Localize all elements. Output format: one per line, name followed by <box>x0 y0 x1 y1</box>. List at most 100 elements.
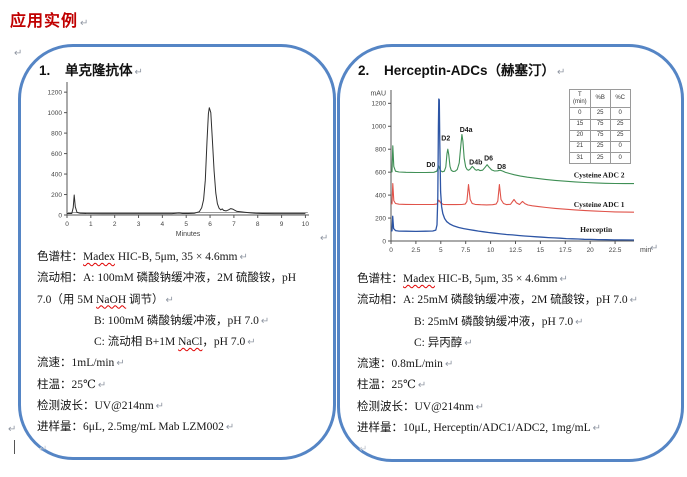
y-tick-label: 1200 <box>372 101 387 108</box>
gradient-table-header-cell: %B <box>589 88 611 109</box>
gradient-table-header-row: T (min) %B %C <box>569 88 631 109</box>
spec-text: 进样量：10μL, Herceptin/ADC1/ADC2, 1mg/mL <box>357 422 591 435</box>
x-tick-label: 0 <box>65 221 69 228</box>
gradient-table-cell: 21 <box>569 140 591 154</box>
spec-line: 流速：0.8mL/min ↵ <box>357 354 675 375</box>
y-tick-label: 1000 <box>48 110 63 117</box>
chromatogram-mab-chart: 0 200 400 600 800 1000 1200 0 1 2 3 4 5 6 7 8 9 10 Minutes <box>48 82 309 238</box>
paragraph-mark-icon: ↵ <box>475 401 485 413</box>
y-axis-label: mAU <box>370 90 386 97</box>
x-tick-label: 2.5 <box>411 247 420 254</box>
page-title: 应用实例 ↵ <box>10 7 89 31</box>
gradient-table-cell: 75 <box>589 118 611 131</box>
spec-text: B: 100mM 磷酸钠缓冲液，pH 7.0 <box>94 314 259 327</box>
gradient-table-cell: 25 <box>609 129 631 142</box>
paragraph-mark-icon: ↵ <box>14 48 23 59</box>
spec-line: B: 25mM 磷酸钠缓冲液，pH 7.0 ↵ <box>357 312 675 333</box>
paragraph-mark-icon: ↵ <box>39 443 48 455</box>
x-tick-label: 0 <box>389 247 393 254</box>
spec-text: 柱温：25℃ <box>357 379 416 392</box>
spec-line: 进样量：6μL, 2.5mg/mL Mab LZM002 ↵ <box>37 417 327 438</box>
paragraph-mark-icon: ↵ <box>134 67 143 78</box>
paragraph-mark-icon: ↵ <box>592 423 601 435</box>
trace-label: Cysteine ADC 2 <box>574 170 625 179</box>
spec-line: ↵ <box>37 439 327 460</box>
gradient-table-row: 21 25 0 <box>569 140 631 154</box>
misspelled-word: NaCl <box>178 336 203 349</box>
x-tick-label: 8 <box>256 221 260 228</box>
y-tick-label: 0 <box>382 238 386 245</box>
spec-line: B: 100mM 磷酸钠缓冲液，pH 7.0 ↵ <box>37 311 327 332</box>
spec-text: B: 25mM 磷酸钠缓冲液，pH 7.0 <box>414 315 574 328</box>
y-tick-label: 800 <box>375 147 386 154</box>
paragraph-mark-icon: ↵ <box>225 422 235 434</box>
spec-text: 流动相：A: 100mM 磷酸钠缓冲液，2M 硫酸铵，pH <box>37 272 297 285</box>
misspelled-word: Madex <box>83 251 115 263</box>
text-cursor <box>14 440 15 454</box>
paragraph-mark-icon: ↵ <box>464 337 473 349</box>
misspelled-word: Madex <box>403 273 435 285</box>
spec-text: 色谱柱： <box>357 273 403 285</box>
paragraph-mark-icon: ↵ <box>8 424 17 435</box>
gradient-table-cell: 25 <box>589 140 611 154</box>
paragraph-mark-icon: ↵ <box>97 379 107 391</box>
spec-text: 流速：1mL/min <box>37 357 115 370</box>
y-tick-label: 400 <box>375 192 386 199</box>
paragraph-mark-icon: ↵ <box>239 252 248 263</box>
x-axis-label: Minutes <box>176 231 201 238</box>
spec-text: HIC-B, 5μm, 35 × 4.6mm <box>434 273 558 285</box>
spec-text: 7.0（用 5M <box>37 293 97 306</box>
panel-2-specs: 色谱柱：Madex HIC-B, 5μm, 35 × 4.6mm ↵ 流动相：A: … <box>357 269 675 461</box>
x-tick-label: 6 <box>208 221 212 228</box>
page-title-text: 应用实例 <box>10 13 79 30</box>
gradient-table-cell: 0 <box>609 140 631 154</box>
x-tick-label: 20 <box>587 247 595 254</box>
gradient-table-header-cell: T (min) <box>569 88 591 109</box>
y-tick-label: 800 <box>51 130 62 137</box>
paragraph-mark-icon: ↵ <box>359 444 368 456</box>
spec-text: 检测波长：UV@214nm <box>37 400 154 413</box>
gradient-table-cell: 25 <box>589 152 611 165</box>
paragraph-mark-icon: ↵ <box>629 295 638 307</box>
x-tick-label: 22.5 <box>609 247 622 254</box>
y-tick-label: 200 <box>51 192 62 199</box>
spec-line: 检测波长：UV@214nm ↵ <box>37 396 327 417</box>
panel-2-title: Herceptin-ADCs（赫塞汀） <box>384 63 556 78</box>
x-tick-label: 9 <box>280 221 284 228</box>
spec-line: 色谱柱：Madex HIC-B, 5μm, 35 × 4.6mm ↵ <box>37 247 327 268</box>
x-tick-label: 7 <box>232 221 236 228</box>
spec-text: 流速：0.8mL/min <box>357 358 443 371</box>
peak-label: D6 <box>484 156 493 163</box>
peak-label: D8 <box>497 164 506 171</box>
y-tick-label: 600 <box>51 151 62 158</box>
x-tick-label: 1 <box>89 221 93 228</box>
gradient-table-header-cell: %C <box>609 88 631 109</box>
x-tick-label: 5 <box>184 221 188 228</box>
paragraph-mark-icon: ↵ <box>320 233 329 244</box>
paragraph-mark-icon: ↵ <box>444 359 454 371</box>
gradient-table-cell: 25 <box>609 118 631 131</box>
spec-line: 流动相：A: 100mM 磷酸钠缓冲液，2M 硫酸铵，pH <box>37 268 327 289</box>
gradient-table-cell: 15 <box>569 118 591 131</box>
panel-monoclonal-antibody: 1. 单克隆抗体 ↵ 0 200 400 600 800 1000 1200 0 1 2 3 4 5 6 7 8 9… <box>18 44 336 460</box>
panel-2-number: 2. <box>358 63 370 78</box>
spec-line: ↵ <box>357 439 675 460</box>
gradient-table-row: 15 75 25 <box>569 118 631 131</box>
gradient-table: T (min) %B %C 0 25 0 15 75 25 20 75 25 21 25 0 31 25 0 <box>569 88 631 165</box>
spec-text: 进样量：6μL, 2.5mg/mL Mab LZM002 <box>37 421 224 434</box>
gradient-table-cell: 31 <box>569 152 591 165</box>
panel-1-header: 1. 单克隆抗体 ↵ <box>39 59 143 79</box>
gradient-table-cell: 0 <box>609 107 631 120</box>
spec-text: 色谱柱： <box>37 251 83 263</box>
spec-text: HIC-B, 5μm, 35 × 4.6mm <box>114 251 238 263</box>
peak-label: D0 <box>426 162 435 169</box>
panel-2-header: 2. Herceptin-ADCs（赫塞汀） ↵ <box>358 59 565 79</box>
spec-text: 流动相：A: 25mM 磷酸钠缓冲液，2M 硫酸铵，pH 7.0 <box>357 294 628 307</box>
x-tick-label: 15 <box>537 247 545 254</box>
paragraph-mark-icon: ↵ <box>260 315 270 327</box>
paragraph-mark-icon: ↵ <box>559 274 568 285</box>
spec-line: 柱温：25℃ ↵ <box>357 375 675 396</box>
paragraph-mark-icon: ↵ <box>80 18 90 29</box>
paragraph-mark-icon: ↵ <box>155 401 165 413</box>
gradient-table-cell: 75 <box>589 129 611 142</box>
